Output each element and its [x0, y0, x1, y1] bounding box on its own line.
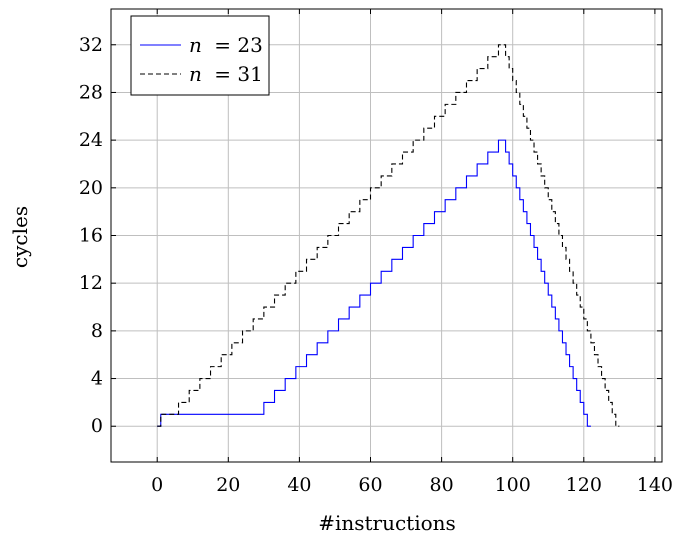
x-tick-label: 20 [216, 474, 240, 496]
y-tick-label: 8 [91, 320, 103, 342]
x-tick-label: 100 [495, 474, 531, 496]
y-axis-title: cycles [8, 206, 32, 268]
series-line-1 [157, 44, 620, 427]
x-tick-label: 0 [151, 474, 163, 496]
legend-eq-n31: = 31 [214, 62, 263, 86]
y-tick-label: 4 [91, 368, 103, 390]
series-layer [157, 44, 620, 427]
x-tick-label: 120 [566, 474, 602, 496]
legend-var-n31: n [189, 62, 202, 86]
y-tick-label: 12 [79, 272, 103, 294]
y-tick-label: 32 [79, 34, 103, 56]
legend-box [130, 15, 270, 96]
ticks [111, 9, 662, 462]
legend-var-n23: n [189, 33, 202, 57]
y-tick-label: 20 [79, 177, 103, 199]
grid [111, 9, 662, 462]
y-tick-label: 28 [79, 81, 103, 103]
x-tick-label: 80 [430, 474, 454, 496]
legend-label-n31: n = 31 [189, 62, 263, 86]
x-tick-label: 60 [358, 474, 382, 496]
y-tick-label: 16 [79, 225, 103, 247]
y-tick-label: 24 [79, 129, 103, 151]
legend-eq-n23: = 23 [214, 33, 263, 57]
legend: n = 23 n = 31 [130, 15, 270, 96]
x-tick-label: 140 [637, 474, 673, 496]
y-tick-label: 0 [91, 415, 103, 437]
x-axis-title: #instructions [318, 511, 456, 535]
legend-label-n23: n = 23 [189, 33, 263, 57]
series-line-0 [157, 139, 591, 427]
x-tick-label: 40 [287, 474, 311, 496]
tick-labels: 0 20 40 60 80 100 120 140 0 4 8 12 16 20 24 28 32 [79, 34, 673, 496]
